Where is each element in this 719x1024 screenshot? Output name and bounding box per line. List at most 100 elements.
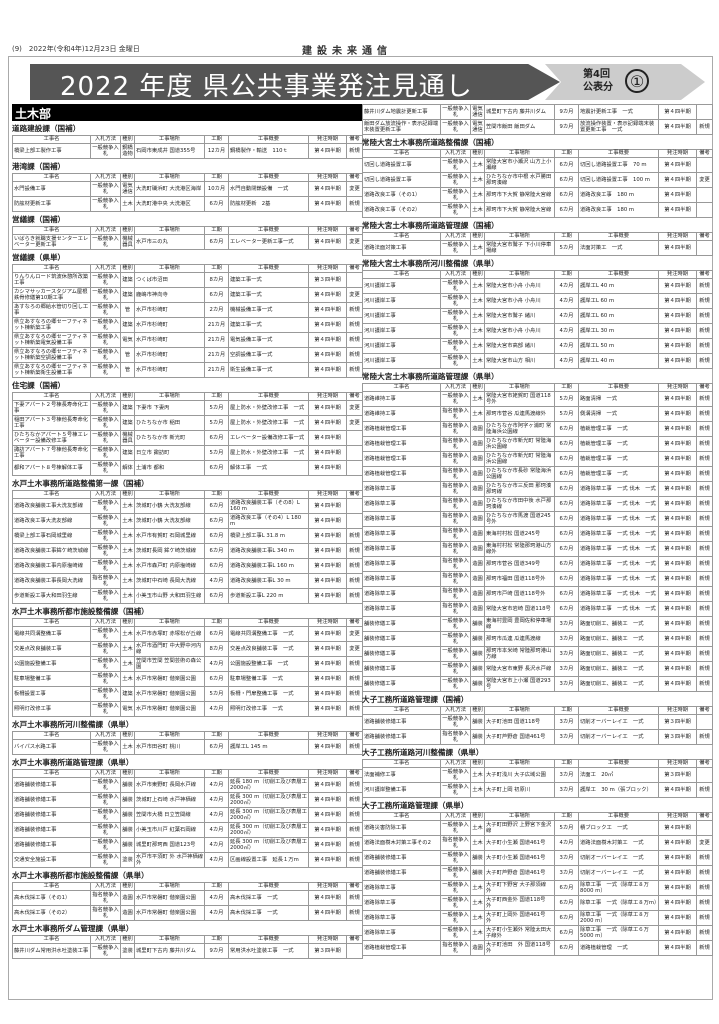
table-header-row: 工事名 入札方法 種別 工事場所 工期 工事概要 発注時期 備考 <box>12 264 363 273</box>
column-header-summary: 工事概要 <box>228 135 309 144</box>
column-header-remarks: 備考 <box>346 135 363 144</box>
remarks-cell: 新規 <box>696 729 713 745</box>
section-title: 営繕課（県単） <box>12 253 66 262</box>
summary-cell: 側溝清掃 一式 <box>578 406 659 422</box>
summary-cell: 道路法面樹木対策工 一式 <box>578 835 659 851</box>
column-header-summary: 工事概要 <box>228 618 309 627</box>
location-cell: 常陸大宮市小瀬沢 山方上小瀬線 <box>484 157 555 173</box>
project-table: 工事名 入札方法 種別 工事場所 工期 工事概要 発注時期 備考 高木伐採工事（その1） 指名競争… <box>12 882 363 921</box>
bid-method-cell: 一般競争入札 <box>90 287 121 303</box>
order-timing-cell: 第４四半期 <box>308 362 347 378</box>
location-cell: 大子町田野沢 上野宮下金沢線 <box>484 820 555 836</box>
column-header-duration: 工期 <box>554 706 579 715</box>
remarks-cell: 新規 <box>696 661 713 677</box>
project-table: 工事名 入札方法 種別 工事場所 工期 工事概要 発注時期 備考 橋梁上部工製作工事 一般競争入札… <box>12 135 363 159</box>
project-table: 工事名 入札方法 種別 工事場所 工期 工事概要 発注時期 備考 道路舗装修繕工事 一般競争入札舗… <box>362 706 713 745</box>
column-header-summary: 工事概要 <box>228 226 309 235</box>
table-row: 道路改良舗装工事鉾ケ崎茨城線 一般競争入札 土木 茨城町長岡 鉾ケ崎茨城線 6カ月 道路改… <box>12 543 363 559</box>
location-cell: ひたちなか市中根 水戸勝田那珂湊線 <box>484 172 555 188</box>
page-date: (9) 2022年(令和4年)12月23日 金曜日 <box>12 44 140 54</box>
location-cell: 東海村村松 国道245号 <box>484 526 555 542</box>
duration-cell: 3カ月 <box>554 661 579 677</box>
summary-cell: 道路除草工事 一式 伐木 一式 <box>578 526 659 542</box>
order-timing-cell: 第４四半期 <box>658 631 697 647</box>
summary-cell: 公園施設整備工事 一式 <box>228 656 309 672</box>
column-header-summary: 工事概要 <box>578 270 659 279</box>
badge-label: 第4回 公表分 <box>583 69 613 93</box>
section-title: 大子工務所道路管理課（国補） <box>362 695 469 704</box>
project-name-cell: 河川護岸整備工事 <box>362 782 441 798</box>
table-row: 河川護岸工事 一般競争入札 土木 常陸大宮市高部 緒川 4カ月 護岸工L 50 m 第４四半… <box>362 338 713 354</box>
work-type-cell: 土木 <box>120 558 135 574</box>
project-table: 工事名 入札方法 種別 工事場所 工期 工事概要 発注時期 備考 いばらき就職支援センターエレベ… <box>12 226 363 250</box>
bid-method-cell: 一般競争入札 <box>90 528 121 544</box>
location-cell: 常陸大宮市姥賀町 国道118号外 <box>484 391 555 407</box>
duration-cell: 6カ月 <box>554 541 579 557</box>
table-row: 道路改良工事（その1） 一般競争入札 土木 那珂市下大賀 静常陸大宮線 6カ月 道路改良工… <box>362 187 713 203</box>
summary-cell: 道路除草工事 一式 伐木 一式 <box>578 496 659 512</box>
work-type-cell: 造園 <box>470 586 485 602</box>
table-row: 交通安全施設工事 一般競争入札 塗装 水戸市平須町 外 水戸神栖線 外 4カ月 区画線設置… <box>12 852 363 868</box>
bid-method-cell: 一般競争入札 <box>440 391 471 407</box>
table-header-row: 工事名 入札方法 種別 工事場所 工期 工事概要 発注時期 備考 <box>362 270 713 279</box>
location-cell: 水戸市常磐町 偕楽園公園 <box>134 671 205 687</box>
location-cell: ひたちなか市 稲田 <box>134 415 205 431</box>
section: 水戸土木事務所河川整備課（県単） 工事名 入札方法 種別 工事場所 工期 工事概要 発注時期備… <box>12 719 363 755</box>
remarks-cell: 新規 <box>346 143 363 159</box>
table-row: 水門設備工事 一般競争入札 電気通信 大洗町磯浜町 大洗港区海岸 10カ月 水門自動閉鎖設… <box>12 181 363 197</box>
location-cell: 常陸大宮市小舟 小舟川 <box>484 278 555 294</box>
duration-cell: 9カ月 <box>204 943 229 959</box>
duration-cell: 6カ月 <box>204 460 229 476</box>
column-header-bid-method: 入札方法 <box>90 731 121 740</box>
table-row: 道路除草工事 指名競争入札 造園 東海村村松 国道245号 6カ月 道路除草工事 一式 伐… <box>362 526 713 542</box>
summary-cell: エレベーター更新工事一式 <box>228 234 309 250</box>
location-cell: 城里町下古内 藤井川ダム <box>484 104 555 120</box>
order-timing-cell: 第４四半期 <box>308 626 347 642</box>
order-timing-cell: 第３四半期 <box>308 943 347 959</box>
summary-cell: 法面対策工 一式 <box>578 240 659 256</box>
project-name-cell: あすなろの郷給水管切り回し工事 <box>12 302 91 318</box>
location-cell: 石岡市東成井 国道355号 <box>134 143 205 159</box>
summary-cell: 屋上防水・外壁改修工事 一式 <box>228 415 309 431</box>
column-header-project-name: 工事名 <box>12 882 91 891</box>
column-header-work-type: 種別 <box>120 618 135 627</box>
summary-cell: 切削オーバーレイ工 一式 <box>578 865 659 881</box>
duration-cell: 6カ月 <box>204 196 229 212</box>
remarks-cell: 新規 <box>696 293 713 309</box>
section-title: 常陸大宮土木事務所道路管理課（国補） <box>362 221 499 230</box>
table-row: 駐車場整備工事 一般競争入札 土木 水戸市常磐町 偕楽園公園 6カ月 駐車場整備工事 一式… <box>12 671 363 687</box>
bid-method-cell: 一般競争入札 <box>440 925 471 941</box>
column-header-order-timing: 発注時期 <box>658 706 697 715</box>
column-header-remarks: 備考 <box>696 812 713 821</box>
bid-method-cell: 指名競争入札 <box>90 890 121 906</box>
table-row: 電線共同溝整備工事 一般競争入札 土木 水戸市赤塚町 赤塚松が丘線 6カ月 電線共同溝整備… <box>12 626 363 642</box>
remarks-cell: 新規 <box>696 616 713 632</box>
order-timing-cell: 第４四半期 <box>658 835 697 851</box>
table-row: 道路除草工事 指名競争入札 造園 ひたちなか市馬渡 国道245号外 6カ月 道路除草工事 … <box>362 511 713 527</box>
summary-cell: 延長 180 m（切削工及び表層工 2000㎡） <box>228 777 309 793</box>
column-header-bid-method: 入札方法 <box>90 226 121 235</box>
remarks-cell: 新規 <box>696 646 713 662</box>
order-timing-cell: 第４四半期 <box>658 880 697 896</box>
duration-cell: 4カ月 <box>204 905 229 921</box>
work-type-cell: 造園 <box>470 496 485 512</box>
order-timing-cell: 第４四半期 <box>308 686 347 702</box>
project-name-cell: 切回し道路設置工事 <box>362 157 441 173</box>
summary-cell: エレベーター設備改修工事一式 <box>228 430 309 446</box>
duration-cell: 6カ月 <box>554 436 579 452</box>
table-row: 藤井川ダム常用洪水吐塗装工事 一般競争入札 塗装 城里町下古内 藤井川ダム 9カ月 常用洪… <box>12 943 363 959</box>
column-header-project-name: 工事名 <box>362 759 441 768</box>
work-type-cell: 土木 <box>120 656 135 672</box>
bid-method-cell: 一般競争入札 <box>90 196 121 212</box>
section: 常陸大宮土木事務所道路管理課（県単） 工事名 入札方法 種別 工事場所 工期 工事概要 発注時… <box>362 371 713 692</box>
column-header-project-name: 工事名 <box>362 383 441 392</box>
table-row: 飯田ダム放流操作・表示記録端末装置更新工事 一般競争入札 電気通信 笠間市飯田 飯田ダ… <box>362 119 713 135</box>
section-title: 水戸土木事務所道路管理課（県単） <box>12 758 134 767</box>
section: 水戸土木事務所道路整備第一課（国補） 工事名 入札方法 種別 工事場所 工期 工事概要 発注時… <box>12 478 363 604</box>
location-cell: 水戸市常磐町 偕楽園公園 <box>134 686 205 702</box>
project-name-cell: 河川護岸工事 <box>362 308 441 324</box>
table-header-row: 工事名 入札方法 種別 工事場所 工期 工事概要 発注時期 備考 <box>12 135 363 144</box>
column-header-order-timing: 発注時期 <box>308 392 347 401</box>
order-timing-cell: 第４四半期 <box>308 445 347 461</box>
right-column: 藤井川ダム地震計更新工事 一般競争入札 電気通信 城里町下古内 藤井川ダム 9カ月 地震計… <box>362 104 713 956</box>
